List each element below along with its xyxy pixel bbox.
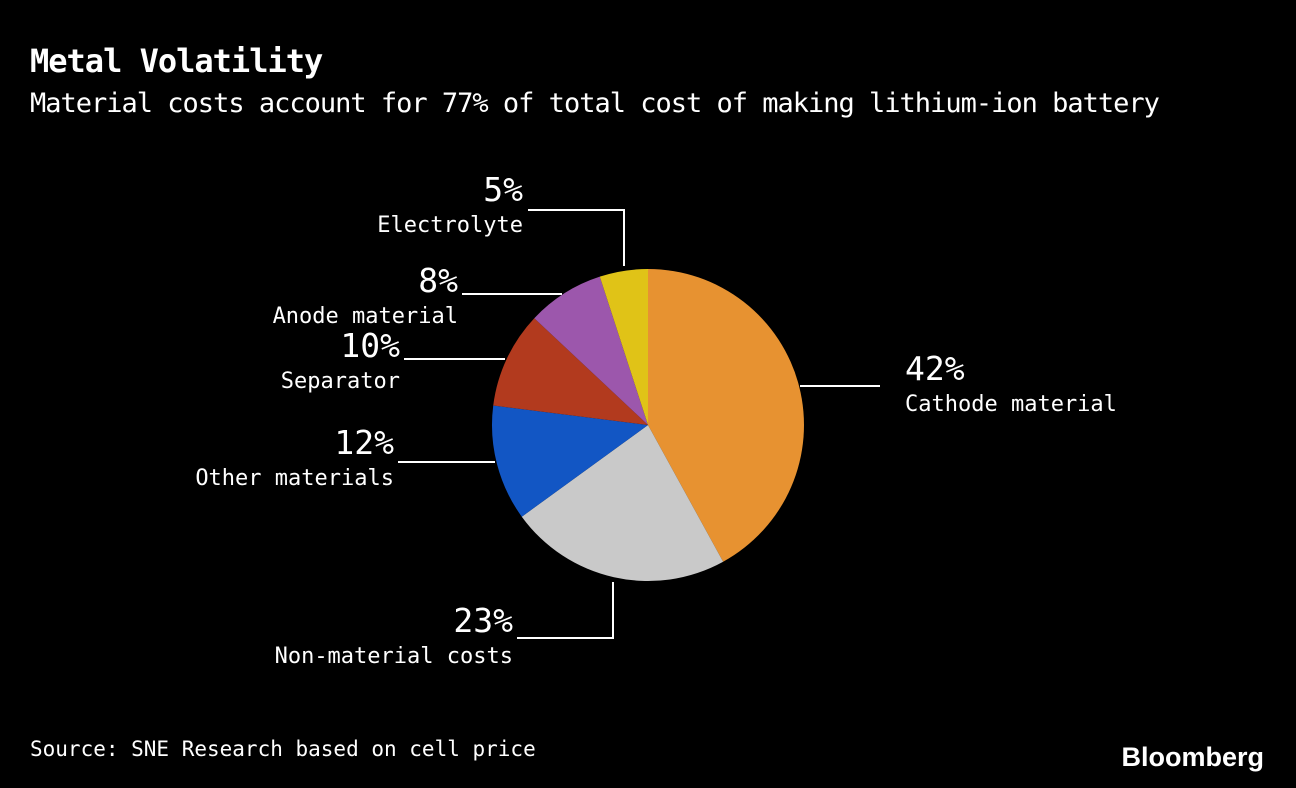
slice-label-other-materials: 12% Other materials <box>195 424 394 491</box>
source-note: Source: SNE Research based on cell price <box>30 737 536 761</box>
slice-name-separator: Separator <box>280 368 400 394</box>
slice-name-non-material-costs: Non-material costs <box>274 643 513 669</box>
leader-line-non-material-costs <box>517 582 614 639</box>
slice-label-separator: 10% Separator <box>281 327 400 394</box>
pie-slice-electrolyte[interactable] <box>599 269 648 425</box>
slice-percent-separator: 10% <box>340 326 400 365</box>
slice-name-anode-material: Anode material <box>272 303 458 329</box>
slice-percent-anode-material: 8% <box>418 261 458 300</box>
slice-label-anode-material: 8% Anode material <box>273 262 458 329</box>
pie-slice-non-material-costs[interactable] <box>521 425 724 581</box>
slice-name-other-materials: Other materials <box>195 465 394 491</box>
chart-subtitle: Material costs account for 77% of total … <box>30 88 1160 119</box>
leader-line-electrolyte <box>528 209 625 266</box>
pie-slice-anode-material[interactable] <box>534 276 648 425</box>
slice-label-non-material-costs: 23% Non-material costs <box>275 602 513 669</box>
slice-name-cathode-material: Cathode material <box>905 391 1117 417</box>
pie-slice-other-materials[interactable] <box>492 405 648 517</box>
slice-percent-electrolyte: 5% <box>483 170 523 209</box>
slice-name-electrolyte: Electrolyte <box>377 212 523 238</box>
slice-percent-cathode-material: 42% <box>905 349 965 388</box>
slice-percent-non-material-costs: 23% <box>453 601 513 640</box>
bloomberg-logo: Bloomberg <box>1121 742 1264 772</box>
pie-slice-separator[interactable] <box>493 318 648 425</box>
pie-slice-cathode-material[interactable] <box>648 269 804 562</box>
slice-label-electrolyte: 5% Electrolyte <box>377 171 523 238</box>
slice-label-cathode-material: 42% Cathode material <box>905 350 1117 417</box>
slice-percent-other-materials: 12% <box>334 423 394 462</box>
chart-title: Metal Volatility <box>30 42 323 80</box>
